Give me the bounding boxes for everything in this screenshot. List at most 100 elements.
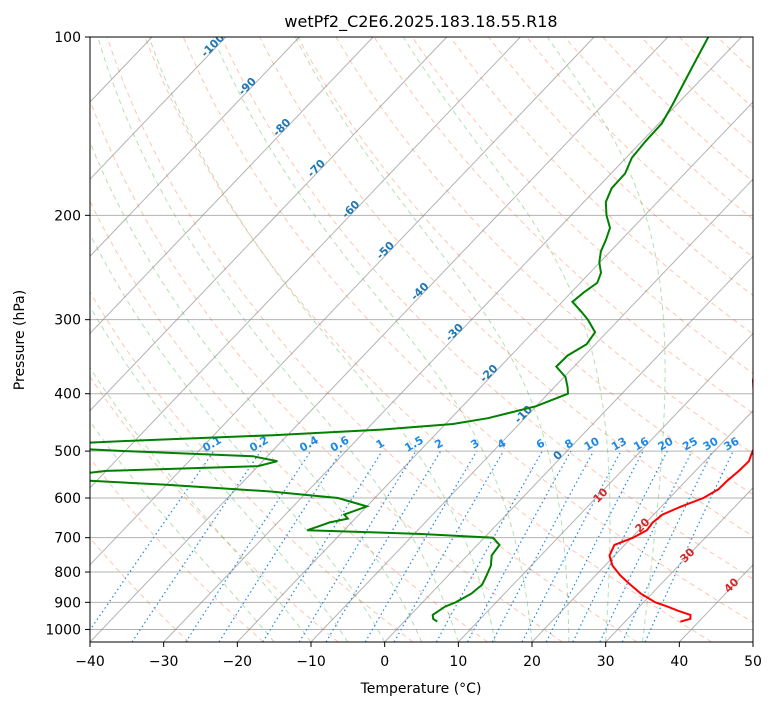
y-tick-label: 400 [54, 387, 81, 403]
y-tick-label: 200 [54, 208, 81, 224]
dry-adiabat-line [259, 37, 753, 537]
isotherm-line [0, 37, 5, 642]
dry-adiabat-line [640, 37, 753, 146]
mixing-ratio-line [364, 450, 478, 642]
moist-adiabat-line [546, 37, 666, 642]
dry-adiabat-line [220, 37, 753, 580]
mixing-ratio-line [466, 450, 572, 642]
dry-adiabat-line [182, 37, 753, 623]
isotherm-line [90, 37, 300, 258]
moist-adiabat-line [97, 37, 459, 642]
dry-adiabat-line [756, 37, 775, 642]
x-tick-label: 20 [523, 654, 541, 670]
isotherm-line [90, 37, 669, 642]
mixing-ratio-line [521, 450, 622, 642]
dry-adiabat-line [90, 537, 190, 642]
dry-adiabat-line [488, 37, 753, 297]
moist-adiabat-line [212, 37, 533, 642]
isotherm-label: -50 [374, 239, 397, 262]
isotherm-line [90, 37, 521, 489]
x-tick-label: 0 [380, 654, 389, 670]
isotherm-label: -70 [305, 157, 328, 180]
isotherm-label: -80 [270, 116, 293, 139]
moist-adiabat-line [90, 367, 312, 642]
isotherm-line [384, 255, 753, 642]
isotherm-line [310, 178, 753, 642]
y-tick-label: 500 [54, 444, 81, 460]
x-tick-label: −40 [75, 654, 105, 670]
isotherm-label: -30 [443, 321, 466, 344]
chart-title: wetPf2_C2E6.2025.183.18.55.R18 [284, 12, 557, 32]
temperature-line [608, 374, 753, 623]
y-tick-label: 600 [54, 491, 81, 507]
dry-adiabat-line [144, 37, 712, 642]
isotherm-line [236, 101, 753, 642]
mixing-ratio-line [621, 450, 713, 642]
dry-adiabat-line [335, 37, 753, 455]
dry-adiabat-line [90, 457, 264, 642]
plot-series: 0.1 0.2 0.4 0.6 1 1.5 2 3 4 6 8 10 13 16 20 25 30 36-100-… [90, 37, 753, 623]
plot-area [0, 37, 775, 642]
moist-adiabat-line [90, 140, 422, 642]
y-axis-title: Pressure (hPa) [12, 290, 28, 390]
isotherm-line [90, 37, 595, 566]
x-tick-label: 40 [670, 654, 688, 670]
mixing-ratio-line [218, 450, 343, 642]
y-tick-label: 900 [54, 595, 81, 611]
mixing-ratio-line [599, 450, 693, 642]
isotherm-line [90, 37, 374, 335]
isotherm-line [457, 332, 753, 642]
isotherm-label: -90 [236, 75, 259, 98]
y-tick-label: 800 [54, 565, 81, 581]
mixing-ratio-line [298, 450, 417, 642]
moist-adiabat-line [294, 37, 570, 642]
y-tick-label: 300 [54, 313, 81, 329]
dry-adiabat-label: 10 [591, 485, 611, 505]
dry-adiabat-line [90, 99, 563, 642]
moist-adiabat-line [90, 233, 386, 642]
moist-adiabat-line [148, 37, 496, 642]
mixing-ratio-label: 3 [469, 437, 482, 452]
dry-adiabat-line [411, 37, 753, 375]
x-tick-label: 10 [449, 654, 467, 670]
isotherm-line [163, 37, 742, 642]
y-tick-label: 700 [54, 531, 81, 547]
x-axis-title: Temperature (°C) [360, 681, 482, 697]
isotherm-line [531, 409, 753, 642]
isotherm-line [90, 37, 448, 412]
x-tick-label: −10 [296, 654, 326, 670]
dry-adiabat-line [297, 37, 753, 496]
dry-adiabat-line [90, 290, 414, 642]
mixing-ratio-line [90, 450, 215, 632]
x-tick-label: 30 [597, 654, 615, 670]
dry-adiabat-line [526, 37, 753, 258]
dry-adiabat-line [106, 37, 638, 642]
moist-adiabat-line [402, 37, 611, 642]
mixing-ratio-label: 4 [495, 436, 508, 451]
isotherm-label: -40 [408, 280, 431, 303]
mixing-ratio-line [572, 450, 668, 642]
y-tick-label: 100 [54, 30, 81, 46]
mixing-ratio-line [545, 450, 644, 642]
mixing-ratio-line [644, 450, 734, 642]
x-tick-label: −30 [149, 654, 179, 670]
x-tick-label: −20 [223, 654, 253, 670]
plot-frame [89, 36, 754, 643]
moist-adiabat-line [90, 420, 275, 642]
y-tick-label: 1000 [45, 622, 81, 638]
dry-adiabat-line [90, 375, 339, 642]
isotherm-label: -20 [477, 362, 500, 385]
dewpoint-line [90, 37, 710, 623]
isotherm-line [90, 37, 227, 180]
isotherm-label: -60 [339, 198, 362, 221]
dry-adiabat-line [717, 37, 753, 72]
mixing-ratio-line [491, 450, 595, 642]
mixing-ratio-line [131, 450, 262, 642]
mixing-ratio-line [262, 450, 383, 642]
mixing-ratio-line [435, 450, 543, 642]
isotherm-label: -10 [512, 403, 535, 426]
isotherm-line [752, 641, 753, 642]
mixing-ratio-line [325, 450, 442, 642]
dry-adiabat-line [449, 37, 753, 335]
mixing-ratio-label: 2 [432, 437, 445, 452]
